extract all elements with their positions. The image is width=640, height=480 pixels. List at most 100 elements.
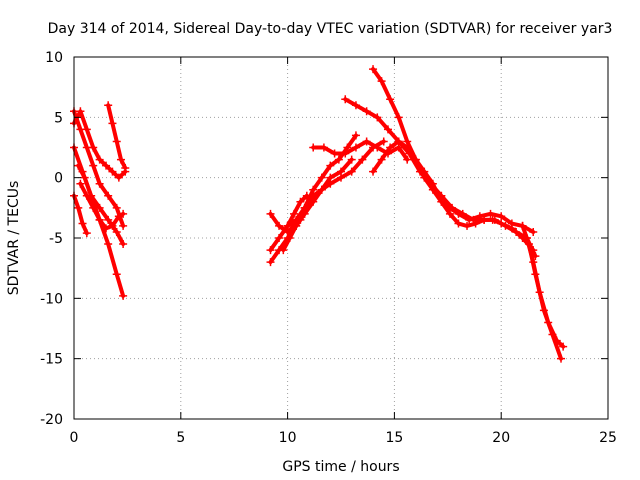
data-point [112, 137, 121, 146]
data-point [309, 185, 318, 194]
data-point [119, 240, 128, 249]
data-point [285, 234, 294, 242]
data-point [317, 185, 326, 194]
series-arc-5 [76, 179, 128, 233]
x-tick-label: 5 [176, 430, 185, 446]
data-point [82, 191, 91, 200]
series-arc-4 [74, 161, 128, 249]
data-point [334, 155, 343, 164]
data-point [89, 143, 98, 152]
data-point [480, 215, 489, 224]
data-point [104, 101, 113, 110]
data-point [420, 167, 429, 176]
y-tick-label: 5 [54, 110, 63, 126]
axis-ticks: 0 5 10 15 20 25 -20 -15 -10 -5 0 5 10 [40, 50, 617, 446]
y-tick-label: -5 [49, 231, 63, 247]
series-arc-13 [309, 137, 412, 164]
data-point [362, 107, 371, 116]
data-point [108, 221, 117, 230]
data-point [266, 258, 275, 267]
data-point [497, 219, 506, 228]
series-line [524, 236, 566, 349]
data-point [373, 113, 382, 122]
data-point [80, 173, 89, 182]
data-point [309, 197, 318, 206]
data-point [102, 161, 111, 170]
series-arc-16 [369, 137, 538, 255]
data-point [102, 224, 111, 233]
y-tick-label: 10 [45, 50, 63, 66]
series-line [371, 139, 536, 253]
data-point [290, 209, 299, 218]
y-tick-label: -15 [40, 352, 63, 368]
data-point [347, 155, 356, 164]
data-point [326, 161, 335, 170]
data-point [445, 209, 454, 218]
data-point [544, 318, 553, 327]
data-point [275, 221, 284, 230]
y-tick-label: -10 [40, 291, 63, 307]
series-line [311, 139, 410, 162]
data-point [347, 167, 356, 176]
data-point [116, 155, 125, 164]
data-point [119, 209, 128, 218]
data-point [121, 164, 130, 173]
data-point [296, 197, 305, 206]
series-arc-11 [279, 155, 356, 255]
data-point [104, 240, 113, 249]
data-series [70, 65, 568, 363]
data-point [369, 167, 378, 176]
series-line [106, 103, 128, 171]
data-point [108, 167, 117, 176]
data-point [552, 336, 561, 345]
data-point [114, 173, 123, 182]
data-point [74, 203, 83, 212]
x-tick-label: 20 [492, 430, 510, 446]
data-point [458, 209, 467, 218]
series-line [78, 181, 126, 231]
series-line [285, 193, 309, 228]
data-point [377, 155, 386, 164]
data-point [119, 291, 128, 300]
data-point [529, 227, 538, 236]
data-point [300, 209, 309, 218]
data-point [386, 143, 395, 152]
data-point [507, 224, 516, 233]
series-arc-12 [283, 191, 311, 230]
data-point [108, 119, 117, 128]
data-point [379, 137, 388, 146]
data-point [283, 221, 292, 230]
data-point [95, 215, 104, 224]
data-point [403, 143, 412, 152]
data-point [529, 258, 538, 267]
data-point [535, 288, 544, 297]
series-line [72, 193, 89, 236]
data-point [337, 167, 345, 176]
data-point [463, 221, 472, 230]
data-point [326, 173, 335, 182]
data-point [292, 221, 301, 230]
data-point [373, 143, 382, 152]
data-point [497, 212, 506, 221]
data-point [522, 234, 531, 242]
data-point [518, 221, 527, 230]
data-point [112, 203, 121, 212]
data-point [266, 209, 275, 218]
data-point [411, 155, 420, 164]
data-point [112, 227, 121, 236]
data-point [351, 131, 360, 140]
data-point [74, 161, 83, 170]
data-point [341, 95, 350, 104]
data-point [383, 125, 392, 134]
data-point [266, 246, 275, 255]
data-point [394, 137, 403, 146]
chart-title: Day 314 of 2014, Sidereal Day-to-day VTE… [48, 21, 613, 37]
data-point [557, 354, 566, 363]
data-point [275, 234, 284, 242]
data-point [403, 155, 412, 164]
data-point [486, 209, 495, 218]
data-point [76, 107, 85, 116]
data-point [112, 270, 121, 279]
data-point [279, 246, 288, 255]
